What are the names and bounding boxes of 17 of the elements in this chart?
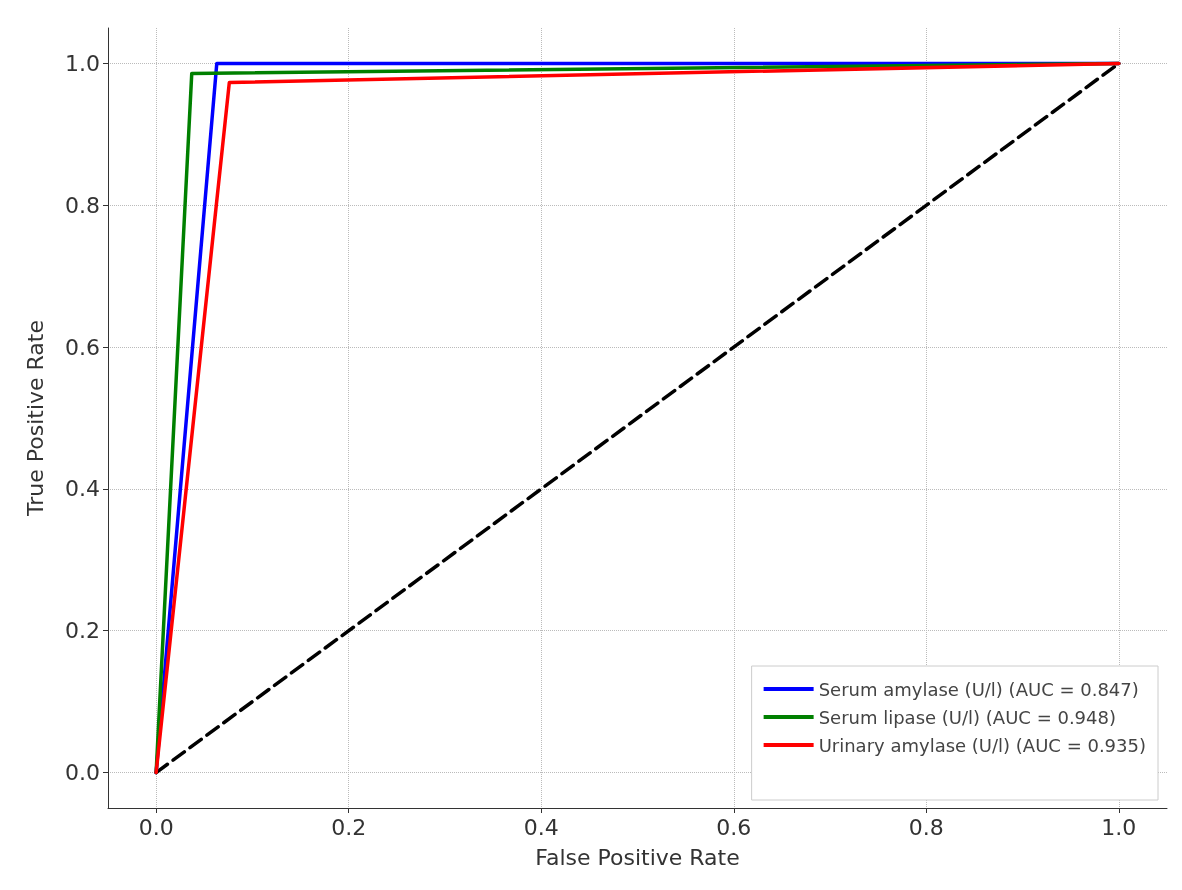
- legend-label: Serum lipase (U/l) (AUC = 0.948): [818, 706, 1116, 728]
- x-tick-label: 1.0: [1101, 814, 1137, 840]
- x-tick-label: 0.2: [331, 814, 367, 840]
- x-tick-label: 0.0: [138, 814, 174, 840]
- legend-label: Serum amylase (U/l) (AUC = 0.847): [818, 678, 1139, 700]
- y-axis-title: True Positive Rate: [22, 320, 48, 517]
- y-tick-label: 0.4: [65, 476, 100, 502]
- x-tick-label: 0.4: [523, 814, 559, 840]
- y-tick-label: 0.8: [65, 192, 100, 218]
- x-tick-label: 0.6: [716, 814, 752, 840]
- x-axis-title: False Positive Rate: [535, 844, 740, 870]
- y-tick-label: 1.0: [65, 50, 100, 76]
- y-tick-label: 0.0: [65, 760, 100, 786]
- y-tick-label: 0.2: [65, 618, 100, 644]
- y-tick-label: 0.6: [65, 334, 100, 360]
- legend-label: Urinary amylase (U/l) (AUC = 0.935): [818, 734, 1146, 756]
- x-tick-label: 0.8: [908, 814, 944, 840]
